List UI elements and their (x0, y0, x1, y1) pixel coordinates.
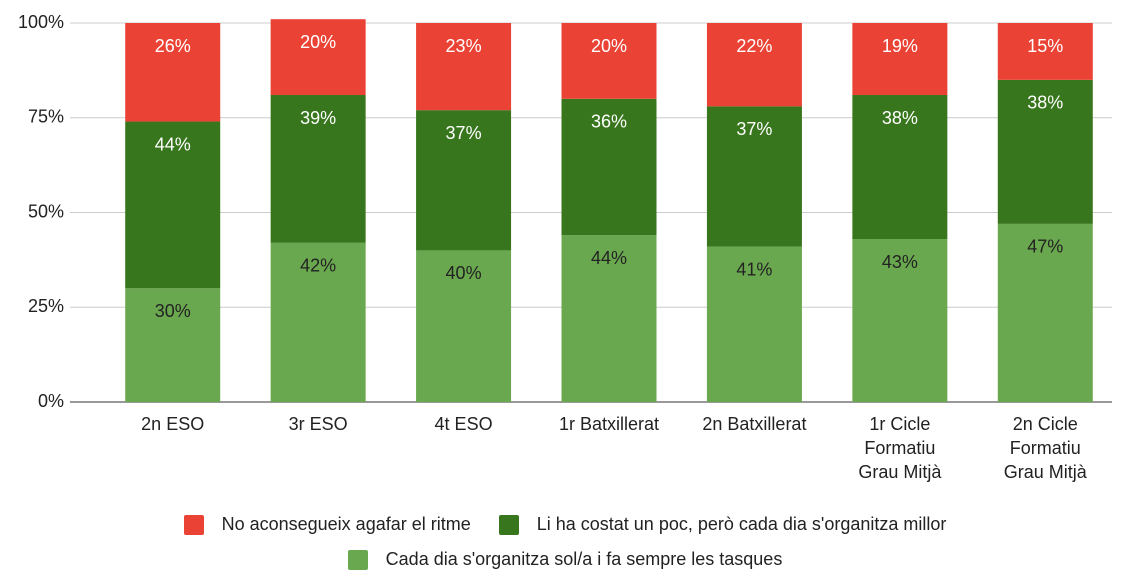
x-tick-label: 1r Cicle Formatiu Grau Mitjà (858, 414, 942, 482)
bar-segment (270, 19, 366, 96)
bar-segment (270, 242, 366, 402)
value-label: 47% (1027, 237, 1063, 257)
x-tick-label: 4t ESO (434, 414, 493, 434)
value-label: 44% (155, 134, 191, 154)
x-tick-label: 2n ESO (141, 414, 205, 434)
bar-segment (125, 121, 221, 289)
x-tick-label: 2n Batxillerat (702, 414, 807, 434)
legend: No aconsegueix agafar el ritme Li ha cost… (85, 514, 1045, 570)
value-label: 41% (736, 259, 772, 279)
legend-label: No aconsegueix agafar el ritme (221, 514, 471, 534)
value-label: 37% (446, 123, 482, 143)
value-label: 36% (591, 112, 627, 132)
value-label: 23% (446, 36, 482, 56)
value-label: 38% (1027, 93, 1063, 113)
x-tick-label: 1r Batxillerat (558, 414, 660, 434)
value-label: 38% (882, 108, 918, 128)
y-tick-label: 0% (38, 391, 64, 411)
value-label: 20% (300, 32, 336, 52)
value-label: 37% (736, 119, 772, 139)
bar-segment (852, 23, 948, 96)
legend-swatch (498, 514, 519, 535)
legend-item: No aconsegueix agafar el ritme (183, 514, 471, 535)
x-tick-label: 2n Cicle Formatiu Grau Mitjà (1003, 414, 1087, 482)
legend-item: Li ha costat un poc, però cada dia s'org… (498, 514, 947, 535)
value-label: 43% (882, 252, 918, 272)
value-label: 39% (300, 108, 336, 128)
bar-segment (997, 79, 1093, 224)
bar-segment (852, 95, 948, 240)
legend-swatch (347, 549, 368, 570)
value-label: 44% (591, 248, 627, 268)
bar-segment (997, 23, 1093, 80)
y-tick-label: 75% (28, 107, 64, 127)
value-label: 26% (155, 36, 191, 56)
legend-swatch (183, 514, 204, 535)
bar-segment (706, 246, 802, 402)
bar-segment (270, 95, 366, 243)
bar-segment (561, 235, 657, 402)
legend-item: Cada dia s'organitza sol/a i fa sempre l… (347, 549, 783, 570)
bar-segment (852, 239, 948, 402)
value-label: 30% (155, 301, 191, 321)
bar-segment (416, 250, 512, 402)
bar-segment (416, 110, 512, 251)
y-tick-label: 50% (28, 201, 64, 221)
y-tick-label: 25% (28, 296, 64, 316)
x-tick-label: 3r ESO (288, 414, 348, 434)
value-label: 15% (1027, 36, 1063, 56)
legend-label: Cada dia s'organitza sol/a i fa sempre l… (385, 549, 783, 569)
bar-segment (561, 98, 657, 236)
bar-segment (706, 23, 802, 107)
bar-segment (416, 23, 512, 111)
value-label: 19% (882, 36, 918, 56)
value-label: 40% (446, 263, 482, 283)
legend-label: Li ha costat un poc, però cada dia s'org… (536, 514, 947, 534)
value-label: 20% (591, 36, 627, 56)
bar-segment (125, 288, 221, 402)
y-tick-label: 100% (18, 12, 64, 32)
bar-segment (561, 23, 657, 99)
bar-segment (997, 223, 1093, 402)
bar-segment (125, 23, 221, 122)
value-label: 22% (736, 36, 772, 56)
bar-segment (706, 106, 802, 247)
value-label: 42% (300, 256, 336, 276)
